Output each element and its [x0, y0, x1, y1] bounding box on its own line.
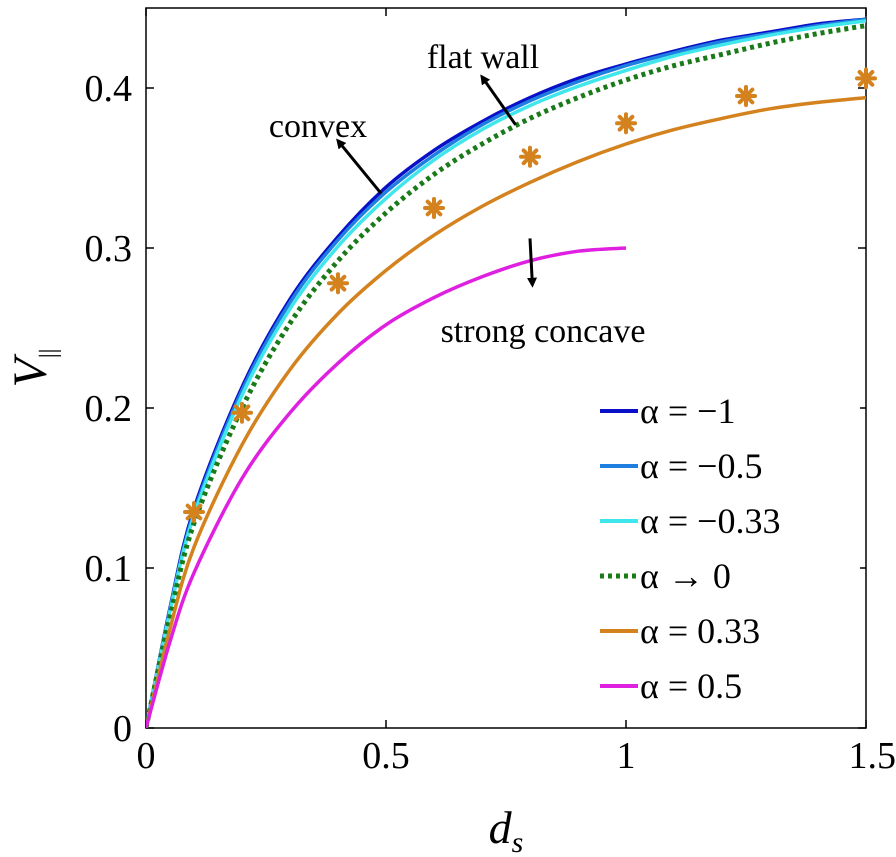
scatter-point: [423, 197, 445, 219]
y-tick-label: 0.2: [85, 388, 133, 430]
scatter-point: [735, 85, 757, 107]
legend-label: α = 0.5: [640, 666, 742, 706]
y-tick-label: 0: [113, 708, 132, 750]
annotation-arrow: [527, 238, 538, 288]
annotation-2: strong concave: [441, 238, 646, 350]
plot-area-frame: [145, 7, 867, 729]
annotation-0: flat wall: [427, 39, 539, 126]
legend-box: [588, 386, 860, 712]
legend-entry: α = −0.33: [600, 501, 780, 541]
legend-entry: α = −1: [600, 391, 735, 431]
annotation-arrow: [336, 138, 383, 195]
x-axis-label: ds: [489, 802, 524, 857]
legend-label: α = −0.33: [640, 501, 780, 541]
annotation-text: strong concave: [441, 313, 646, 350]
series-line-4: [146, 95, 866, 728]
y-tick-label: 0.4: [85, 68, 133, 110]
annotation-text: convex: [269, 108, 367, 145]
scatter-point: [855, 67, 877, 90]
annotation-1: convex: [269, 108, 383, 195]
series-line-2: [146, 19, 866, 728]
x-axis: 0 0.5 1 1.5: [137, 8, 896, 777]
scatter-layer: [183, 67, 877, 523]
scatter-point: [519, 145, 541, 168]
legend-label: α = −0.5: [640, 446, 762, 486]
scatter-point: [231, 401, 253, 424]
legend-entry: α = 0.5: [600, 666, 742, 706]
y-tick-label: 0.3: [85, 228, 133, 270]
x-tick-label: 1: [617, 735, 636, 777]
x-tick-label: 0: [137, 735, 156, 777]
scatter-point: [327, 272, 349, 295]
legend-label: α → 0: [640, 556, 731, 596]
y-tick-label: 0.1: [85, 548, 133, 590]
annotation-arrow: [480, 74, 517, 126]
annotation-layer: flat wall convex strong concave: [269, 39, 646, 350]
legend: α = −1 α = −0.5 α = −0.33 α → 0 α = 0.33 α = …: [588, 386, 860, 712]
scatter-point: [183, 501, 205, 523]
x-tick-label: 0.5: [362, 735, 410, 777]
y-axis-label: V||: [4, 349, 62, 388]
x-axis-label-subscript: s: [512, 826, 524, 857]
x-tick-label: 1.5: [849, 735, 896, 777]
y-axis-label-subscript: ||: [36, 349, 62, 359]
legend-label: α = −1: [640, 391, 735, 431]
legend-entry: α → 0: [600, 556, 731, 596]
series-line-3: [146, 23, 866, 728]
legend-entry: α = 0.33: [600, 611, 760, 651]
scatter-point: [615, 112, 637, 135]
legend-entry: α = −0.5: [600, 446, 762, 486]
annotation-text: flat wall: [427, 39, 539, 76]
y-axis: 0 0.1 0.2 0.3 0.4: [85, 68, 866, 750]
legend-label: α = 0.33: [640, 611, 760, 651]
